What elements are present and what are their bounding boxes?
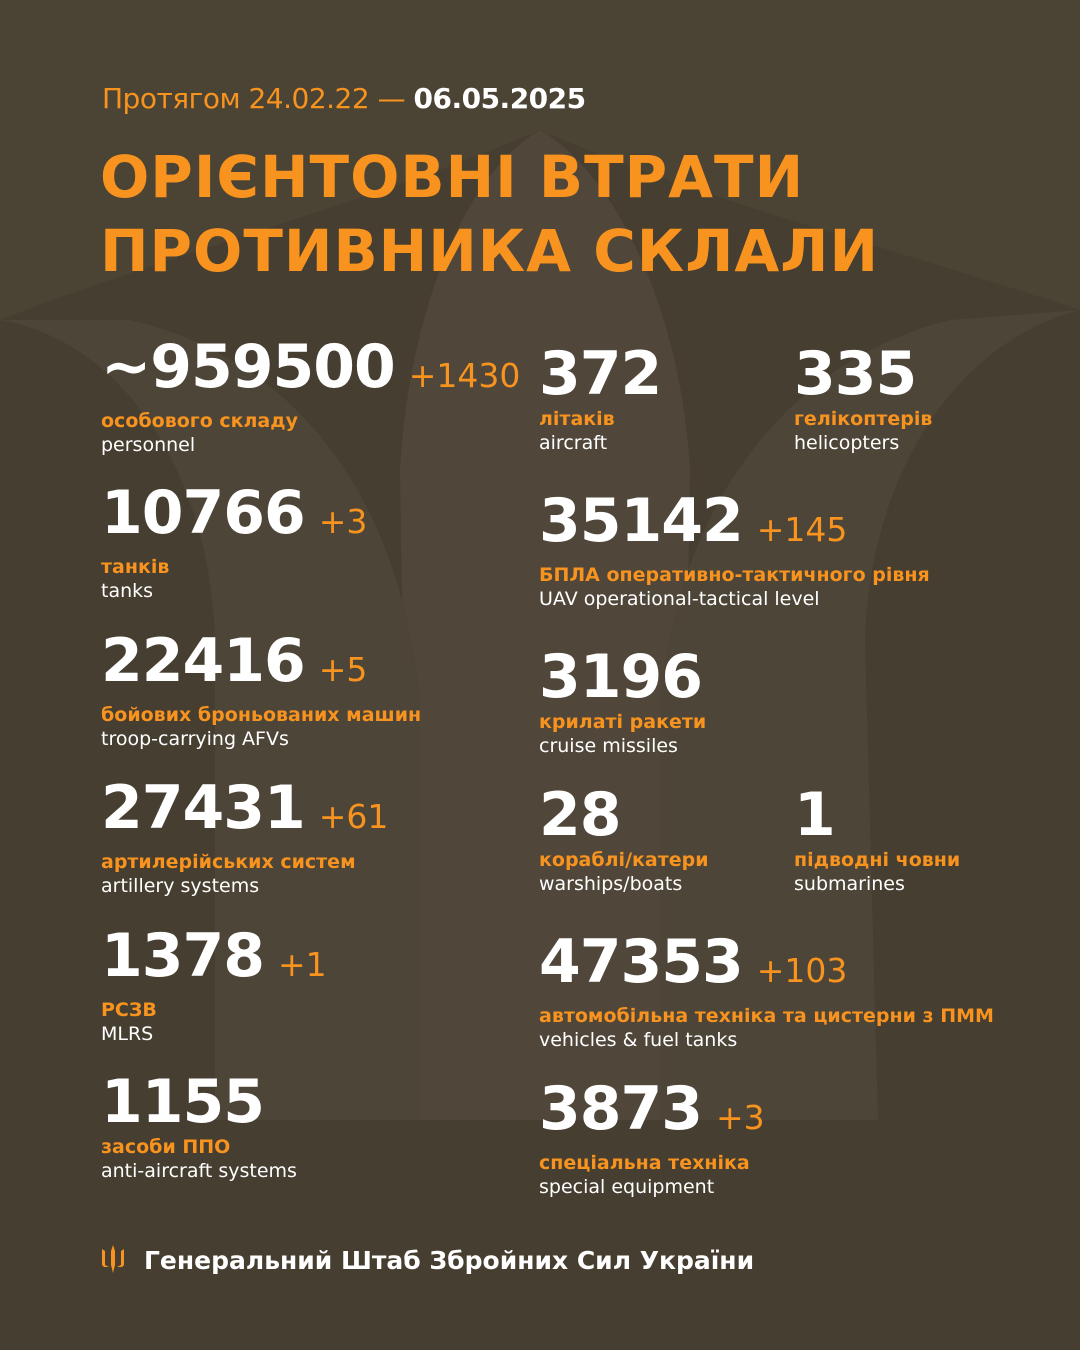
stat-value: 3873	[539, 1074, 703, 1144]
stat-delta: +1	[278, 945, 327, 984]
stat-vehicles: 47353 +103 автомобільна техніка та цистер…	[539, 931, 994, 1053]
stat-label-en: artillery systems	[101, 875, 260, 897]
stat-delta: +103	[756, 951, 848, 990]
stat-value: ~959500	[101, 332, 396, 402]
stat-value: 27431	[101, 773, 306, 843]
stat-special: 3873 +3 спеціальна техніка special equipm…	[539, 1078, 765, 1200]
stat-label-en: anti-aircraft systems	[101, 1160, 297, 1182]
title-line-2: ПРОТИВНИКА СКЛАЛИ	[100, 217, 879, 285]
stat-label-ua: артилерійських систем	[101, 851, 356, 873]
stat-label-ua: крилаті ракети	[539, 711, 707, 733]
stat-delta: +3	[716, 1098, 765, 1137]
footer: Генеральний Штаб Збройних Сил України	[100, 1245, 754, 1275]
stat-afv: 22416 +5 бойових броньованих машин troop-…	[101, 630, 421, 752]
stat-label-ua: БПЛА оперативно-тактичного рівня	[539, 564, 930, 586]
stat-value: 335	[794, 339, 917, 409]
stat-label-ua: особового складу	[101, 410, 298, 432]
stat-warships: 28 кораблі/катери warships/boats	[539, 784, 709, 897]
stat-label-ua: кораблі/катери	[539, 849, 709, 871]
stat-submarines: 1 підводні човни submarines	[794, 784, 960, 897]
stat-aircraft: 372 літаків aircraft	[539, 343, 662, 456]
stat-label-en: warships/boats	[539, 873, 683, 895]
stat-label-en: personnel	[101, 434, 196, 456]
stat-value: 1155	[101, 1067, 265, 1137]
stat-label-en: troop-carrying AFVs	[101, 728, 289, 750]
stat-value: 22416	[101, 626, 306, 696]
stat-uav: 35142 +145 БПЛА оперативно-тактичного рів…	[539, 490, 930, 612]
stat-delta: +5	[318, 650, 368, 689]
stat-label-en: tanks	[101, 580, 154, 602]
page-title: ОРІЄНТОВНІ ВТРАТИ ПРОТИВНИКА СКЛАЛИ	[100, 140, 879, 288]
stat-value: 1	[794, 780, 836, 850]
stat-delta: +3	[318, 502, 368, 541]
stat-delta: +1430	[408, 356, 521, 395]
stat-label-en: MLRS	[101, 1023, 154, 1045]
stat-label-en: vehicles & fuel tanks	[539, 1029, 738, 1051]
stat-personnel: ~959500 +1430 особового складу personnel	[101, 336, 520, 458]
stat-cruise-missiles: 3196 крилаті ракети cruise missiles	[539, 646, 706, 759]
stat-label-ua: танків	[101, 556, 170, 578]
stat-delta: +61	[318, 797, 389, 836]
stat-label-en: aircraft	[539, 432, 608, 454]
stat-value: 47353	[539, 927, 744, 997]
stat-tanks: 10766 +3 танків tanks	[101, 482, 367, 604]
stat-label-en: submarines	[794, 873, 905, 895]
stat-helicopters: 335 гелікоптерів helicopters	[794, 343, 932, 456]
period-prefix: Протягом 24.02.22 —	[102, 82, 406, 115]
stat-label-ua: спеціальна техніка	[539, 1152, 750, 1174]
trident-icon	[102, 1245, 124, 1273]
stat-artillery: 27431 +61 артилерійських систем artillery…	[101, 777, 388, 899]
stat-label-en: cruise missiles	[539, 735, 678, 757]
stat-label-ua: підводні човни	[794, 849, 961, 871]
stat-air-defense: 1155 засоби ППО anti-aircraft systems	[101, 1071, 297, 1184]
stat-delta: +145	[756, 510, 848, 549]
stat-label-ua: автомобільна техніка та цистерни з ПММ	[539, 1005, 994, 1027]
stat-value: 372	[539, 339, 662, 409]
stat-label-en: UAV operational-tactical level	[539, 588, 820, 610]
stat-label-en: special equipment	[539, 1176, 715, 1198]
stat-value: 3196	[539, 642, 703, 712]
footer-text: Генеральний Штаб Збройних Сил України	[144, 1245, 755, 1275]
stat-label-ua: гелікоптерів	[794, 408, 933, 430]
period: Протягом 24.02.22 — 06.05.2025	[102, 82, 586, 115]
stat-mlrs: 1378 +1 РСЗВ MLRS	[101, 925, 327, 1047]
stat-value: 1378	[101, 921, 265, 991]
stat-value: 35142	[539, 486, 744, 556]
stat-value: 10766	[101, 478, 306, 548]
stat-label-en: helicopters	[794, 432, 900, 454]
stat-value: 28	[539, 780, 621, 850]
period-date: 06.05.2025	[413, 82, 586, 115]
stat-label-ua: бойових броньованих машин	[101, 704, 422, 726]
stat-label-ua: засоби ППО	[101, 1136, 231, 1158]
title-line-1: ОРІЄНТОВНІ ВТРАТИ	[100, 143, 805, 211]
stat-label-ua: літаків	[539, 408, 615, 430]
stat-label-ua: РСЗВ	[101, 999, 157, 1021]
